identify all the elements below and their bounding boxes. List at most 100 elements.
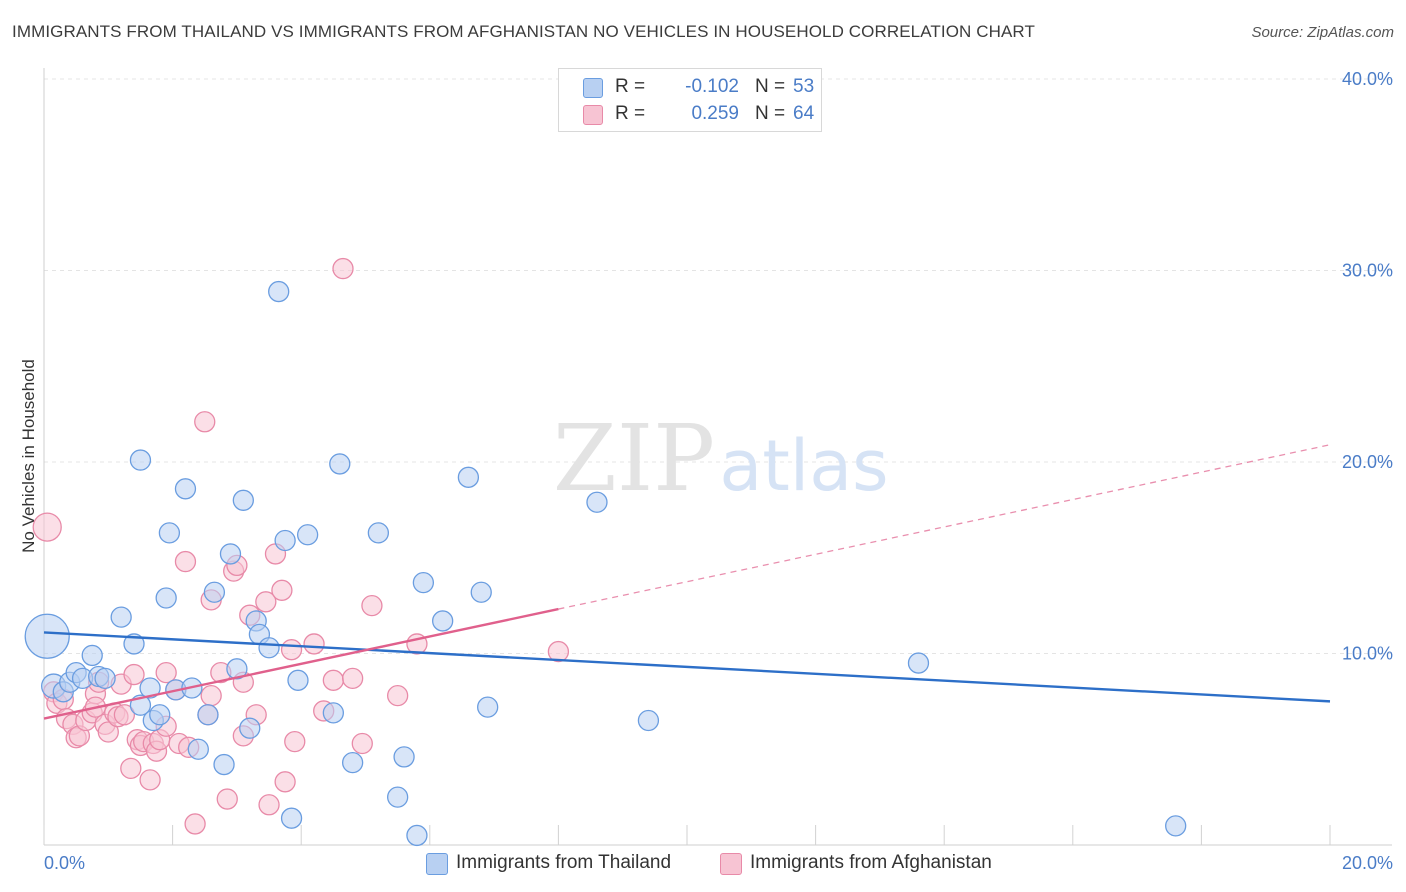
trend-lines: [43, 444, 1331, 720]
y-tick-label: 20.0%: [1342, 452, 1393, 472]
thailand-point: [329, 453, 351, 475]
thailand-point: [393, 746, 415, 768]
afghanistan-point: [120, 757, 142, 780]
thailand-point: [457, 466, 480, 488]
afghanistan-point: [274, 771, 296, 793]
y-tick-label: 40.0%: [1342, 69, 1393, 89]
watermark: ZIP atlas: [553, 405, 889, 512]
afghanistan-point: [547, 640, 570, 663]
r-label: R =: [615, 103, 646, 124]
thailand-point: [155, 587, 177, 609]
afghanistan-point: [184, 813, 206, 835]
r-value: 0.259: [691, 103, 739, 124]
thailand-trend-solid: [43, 631, 1331, 703]
afghanistan-point: [332, 257, 354, 280]
afghanistan-point: [194, 411, 216, 433]
thailand-point: [406, 824, 428, 847]
thailand-point: [219, 543, 242, 565]
legend-label-thailand: Immigrants from Thailand: [456, 852, 672, 873]
thailand-point: [280, 807, 303, 829]
y-tick-label: 30.0%: [1342, 261, 1393, 281]
afghanistan-point: [200, 684, 222, 707]
axes: [43, 68, 1392, 846]
n-label: N =: [755, 103, 786, 124]
thailand-point: [232, 489, 254, 511]
watermark-zip: ZIP: [553, 405, 715, 512]
afghanistan-point: [303, 633, 325, 655]
thailand-point: [239, 717, 261, 739]
thailand-point: [123, 633, 145, 655]
thailand-point: [1165, 815, 1187, 837]
afghanistan-point: [351, 732, 373, 755]
afghanistan-point: [32, 512, 62, 542]
thailand-point: [287, 669, 309, 691]
afghanistan-point: [271, 579, 293, 601]
thailand-point: [203, 581, 226, 603]
afghanistan-point: [97, 721, 119, 743]
thailand-point: [174, 478, 197, 500]
thailand-point: [268, 280, 290, 303]
x-tick-label: 20.0%: [1342, 853, 1393, 873]
r-value: -0.102: [685, 76, 739, 97]
thailand-point: [226, 658, 248, 680]
thailand-point: [197, 704, 219, 726]
thailand-point: [274, 529, 296, 552]
thailand-point: [367, 522, 390, 544]
afghanistan-point: [123, 663, 145, 686]
thailand-point: [341, 752, 364, 774]
afghanistan-point: [280, 639, 303, 661]
thailand-point: [158, 522, 181, 544]
thailand-point: [386, 786, 409, 808]
afghanistan-point: [341, 667, 364, 690]
tick-labels: 10.0% 20.0% 30.0% 40.0% 0.0% 20.0%: [44, 69, 1393, 873]
afghanistan-point: [155, 662, 177, 684]
afghanistan-points: [32, 257, 570, 835]
y-axis-label: No Vehicles in Household: [19, 359, 38, 553]
afghanistan-point: [174, 550, 197, 573]
afghanistan-point: [361, 594, 383, 617]
n-value: 53: [793, 76, 815, 97]
afghanistan-swatch: [720, 853, 742, 875]
thailand-point: [412, 571, 435, 594]
thailand-point: [432, 610, 454, 632]
thailand-swatch: [583, 78, 603, 98]
x-tick-label: 0.0%: [44, 853, 85, 873]
thailand-point: [129, 449, 152, 471]
thailand-point: [470, 581, 492, 603]
n-label: N =: [755, 76, 786, 97]
thailand-point: [139, 677, 161, 699]
thailand-point: [213, 753, 235, 776]
correlation-legend: R = -0.102 N = 53 R = 0.259 N = 64: [558, 68, 822, 132]
thailand-point: [187, 738, 209, 760]
afghanistan-point: [258, 794, 280, 816]
thailand-point: [477, 696, 499, 718]
afghanistan-swatch: [583, 105, 603, 125]
thailand-point: [322, 702, 345, 724]
thailand-point: [94, 667, 116, 690]
afghanistan-trend-solid: [43, 607, 559, 720]
watermark-atlas: atlas: [719, 425, 888, 507]
thailand-point: [110, 606, 132, 628]
thailand-point: [586, 491, 608, 513]
thailand-point: [24, 613, 70, 659]
afghanistan-point: [113, 704, 136, 726]
thailand-swatch: [426, 853, 448, 875]
r-label: R =: [615, 76, 646, 97]
afghanistan-point: [255, 591, 277, 613]
n-value: 64: [793, 103, 815, 124]
chart-title: IMMIGRANTS FROM THAILAND VS IMMIGRANTS F…: [12, 22, 1035, 41]
afghanistan-point: [322, 669, 345, 691]
y-tick-label: 10.0%: [1342, 644, 1393, 664]
thailand-point: [637, 709, 660, 732]
thailand-point: [296, 524, 319, 546]
thailand-points: [24, 280, 1187, 847]
thailand-point: [907, 652, 930, 674]
thailand-point: [258, 637, 280, 659]
thailand-point: [149, 704, 171, 726]
afghanistan-point: [284, 730, 306, 753]
legend-label-afghanistan: Immigrants from Afghanistan: [750, 852, 992, 873]
thailand-point: [81, 644, 103, 667]
afghanistan-point: [139, 769, 161, 791]
source-note: Source: ZipAtlas.com: [1251, 24, 1394, 41]
